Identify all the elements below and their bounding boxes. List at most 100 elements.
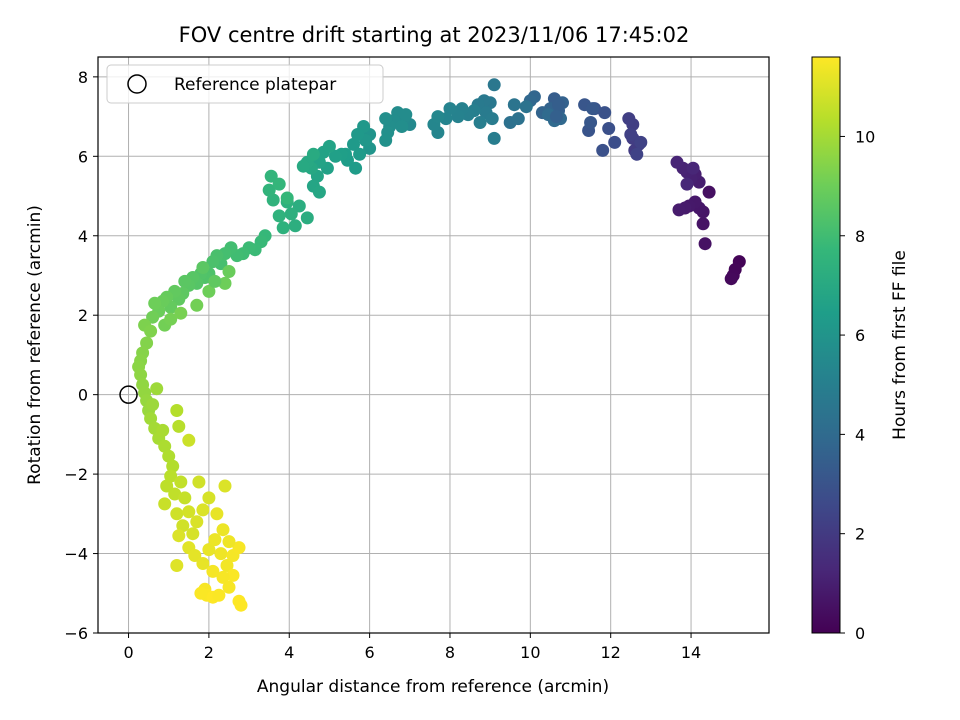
data-point bbox=[148, 296, 162, 310]
data-point bbox=[724, 272, 738, 286]
data-point bbox=[202, 491, 216, 505]
data-point bbox=[178, 274, 192, 288]
data-point bbox=[234, 598, 248, 612]
data-point bbox=[178, 491, 192, 505]
data-point bbox=[192, 475, 206, 489]
legend-box bbox=[106, 64, 384, 104]
colorbar-tick-label: 0 bbox=[855, 624, 865, 643]
data-points bbox=[132, 78, 746, 612]
data-point bbox=[190, 515, 204, 529]
data-point bbox=[206, 564, 220, 578]
data-point bbox=[670, 155, 684, 169]
data-point bbox=[216, 523, 230, 537]
colorbar-tick-label: 8 bbox=[855, 227, 865, 246]
data-point bbox=[349, 161, 363, 175]
y-tick-label: −2 bbox=[64, 465, 88, 484]
data-point bbox=[218, 479, 232, 493]
data-point bbox=[288, 219, 302, 233]
colorbar: 0 2 4 6 8 10 Hours from first FF file bbox=[811, 56, 910, 643]
data-point bbox=[351, 128, 365, 141]
data-point bbox=[264, 169, 278, 183]
data-point bbox=[347, 137, 360, 151]
data-point bbox=[222, 265, 236, 278]
data-point bbox=[296, 159, 310, 173]
data-point bbox=[170, 404, 184, 417]
data-point bbox=[598, 106, 612, 120]
data-point bbox=[395, 120, 409, 133]
data-point bbox=[266, 193, 280, 207]
y-tick-label: 4 bbox=[78, 227, 88, 246]
data-point bbox=[146, 310, 160, 324]
colorbar-tick-label: 4 bbox=[855, 425, 865, 444]
data-point bbox=[212, 588, 226, 602]
data-point bbox=[220, 559, 234, 572]
data-point bbox=[686, 161, 700, 175]
data-point bbox=[312, 185, 326, 199]
data-point bbox=[170, 559, 184, 572]
data-point bbox=[680, 177, 694, 191]
data-point bbox=[284, 207, 298, 221]
data-point bbox=[306, 147, 320, 161]
data-point bbox=[399, 108, 413, 122]
data-point bbox=[216, 570, 230, 584]
data-point bbox=[272, 209, 286, 223]
data-point bbox=[194, 586, 208, 600]
data-point bbox=[182, 505, 196, 519]
x-axis-ticks: 0 2 4 6 8 10 12 14 bbox=[123, 633, 701, 662]
data-point bbox=[379, 112, 393, 126]
y-tick-label: 2 bbox=[78, 306, 88, 325]
x-tick-label: 4 bbox=[284, 643, 294, 662]
data-point bbox=[272, 177, 286, 191]
data-point bbox=[168, 487, 182, 501]
data-point bbox=[210, 507, 224, 521]
data-point bbox=[487, 131, 501, 145]
y-tick-label: −6 bbox=[64, 624, 88, 643]
data-point bbox=[144, 412, 158, 425]
data-point bbox=[451, 110, 465, 124]
data-point bbox=[602, 122, 616, 135]
data-point bbox=[164, 312, 178, 326]
x-tick-label: 0 bbox=[123, 643, 133, 662]
legend: Reference platepar bbox=[106, 64, 384, 104]
x-tick-label: 12 bbox=[601, 643, 621, 662]
data-point bbox=[672, 203, 686, 217]
data-point bbox=[622, 112, 636, 126]
data-point bbox=[214, 547, 228, 561]
x-tick-label: 8 bbox=[445, 643, 455, 662]
data-point bbox=[702, 185, 716, 199]
data-point bbox=[634, 135, 648, 149]
data-point bbox=[624, 128, 638, 141]
data-point bbox=[511, 112, 525, 126]
x-tick-label: 10 bbox=[520, 643, 540, 662]
data-point bbox=[208, 274, 222, 288]
x-axis-label: Angular distance from reference (arcmin) bbox=[257, 677, 609, 697]
data-point bbox=[586, 102, 600, 116]
data-point bbox=[146, 398, 160, 412]
data-point bbox=[176, 519, 190, 533]
data-point bbox=[485, 112, 499, 126]
data-point bbox=[698, 237, 712, 251]
data-point bbox=[596, 143, 610, 157]
data-point bbox=[280, 191, 294, 205]
data-point bbox=[202, 284, 216, 298]
data-point bbox=[160, 479, 174, 493]
data-point bbox=[172, 419, 186, 433]
data-point bbox=[322, 139, 336, 153]
data-point bbox=[226, 568, 240, 582]
reference-marker bbox=[119, 385, 138, 404]
x-tick-label: 2 bbox=[204, 643, 214, 662]
data-point bbox=[353, 147, 367, 161]
legend-marker bbox=[127, 74, 147, 94]
data-point bbox=[188, 549, 202, 562]
data-point bbox=[552, 98, 565, 112]
y-tick-label: −4 bbox=[64, 545, 88, 564]
data-point bbox=[174, 306, 188, 320]
chart-title: FOV centre drift starting at 2023/11/06 … bbox=[179, 23, 690, 47]
data-point bbox=[473, 116, 487, 129]
x-tick-label: 14 bbox=[681, 643, 701, 662]
data-point bbox=[696, 217, 710, 231]
data-point bbox=[158, 497, 172, 511]
data-point bbox=[144, 324, 158, 338]
data-point bbox=[507, 98, 521, 112]
